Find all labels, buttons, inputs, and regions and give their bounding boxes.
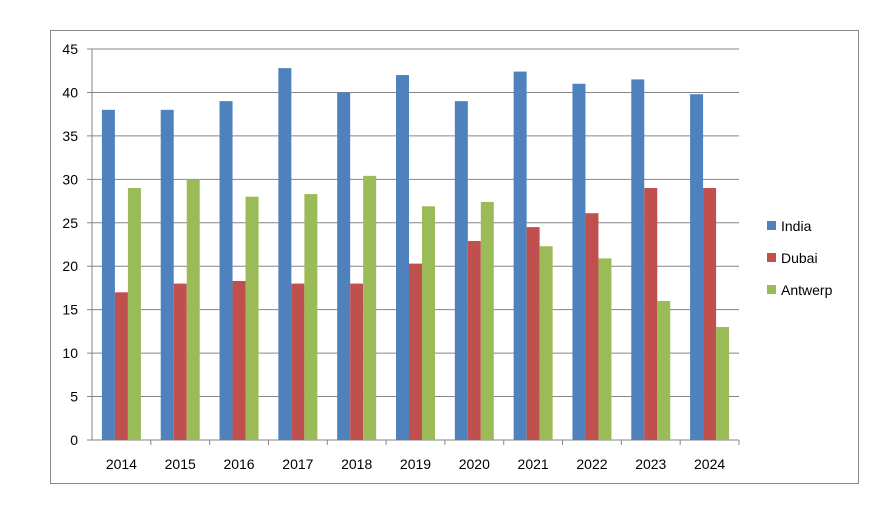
x-tick-label: 2016 [223, 456, 254, 472]
bar-dubai [585, 213, 599, 440]
bar-india [454, 101, 468, 440]
bar-antwerp [598, 258, 612, 440]
bar-dubai [644, 188, 658, 440]
y-tick-label: 45 [62, 41, 78, 57]
y-tick-label: 30 [62, 171, 78, 187]
bar-antwerp [304, 194, 318, 440]
y-tick-label: 0 [70, 432, 78, 448]
bar-antwerp [363, 175, 377, 440]
x-tick-label: 2017 [282, 456, 313, 472]
bar-india [631, 79, 645, 441]
bar-india [219, 101, 233, 440]
y-tick-label: 20 [62, 258, 78, 274]
bar-antwerp [127, 188, 141, 440]
bar-dubai [409, 263, 422, 440]
x-tick-label: 2015 [165, 456, 196, 472]
x-tick-label: 2019 [400, 456, 431, 472]
bar-india [513, 71, 527, 440]
bar-antwerp [480, 201, 494, 440]
y-tick-label: 25 [62, 215, 78, 231]
bar-india [690, 94, 704, 440]
bar-antwerp [422, 206, 435, 440]
legend-swatch-dubai [767, 253, 776, 262]
y-tick-label: 40 [62, 84, 78, 100]
bar-antwerp [716, 327, 730, 440]
x-tick-label: 2018 [341, 456, 372, 472]
bar-dubai [173, 283, 187, 440]
bar-dubai [232, 280, 246, 440]
legend-label-antwerp: Antwerp [781, 282, 833, 298]
bar-dubai [350, 283, 364, 440]
bar-antwerp [245, 196, 259, 440]
x-tick-label: 2021 [518, 456, 549, 472]
bar-dubai [114, 292, 128, 440]
bar-india [572, 83, 586, 440]
bar-india [337, 92, 351, 440]
bar-dubai [703, 188, 717, 440]
y-tick-label: 10 [62, 345, 78, 361]
bar-india [160, 109, 174, 441]
y-tick-label: 5 [70, 389, 78, 405]
bar-india [278, 68, 292, 441]
x-tick-label: 2024 [694, 456, 725, 472]
bar-dubai [467, 241, 481, 440]
bar-india [101, 109, 115, 441]
legend-swatch-india [767, 221, 776, 230]
x-tick-label: 2022 [576, 456, 607, 472]
legend-swatch-antwerp [767, 285, 776, 294]
legend-label-dubai: Dubai [781, 250, 818, 266]
bar-india [396, 75, 409, 441]
bar-dubai [291, 283, 305, 440]
x-tick-label: 2014 [106, 456, 137, 472]
y-tick-label: 35 [62, 128, 78, 144]
bar-antwerp [539, 246, 553, 440]
x-tick-label: 2023 [635, 456, 666, 472]
legend-label-india: India [781, 218, 812, 234]
y-tick-label: 15 [62, 302, 78, 318]
chart-frame [50, 30, 859, 484]
x-tick-label: 2020 [459, 456, 490, 472]
bar-antwerp [657, 300, 671, 440]
bar-dubai [526, 227, 540, 440]
bar-antwerp [186, 179, 200, 441]
